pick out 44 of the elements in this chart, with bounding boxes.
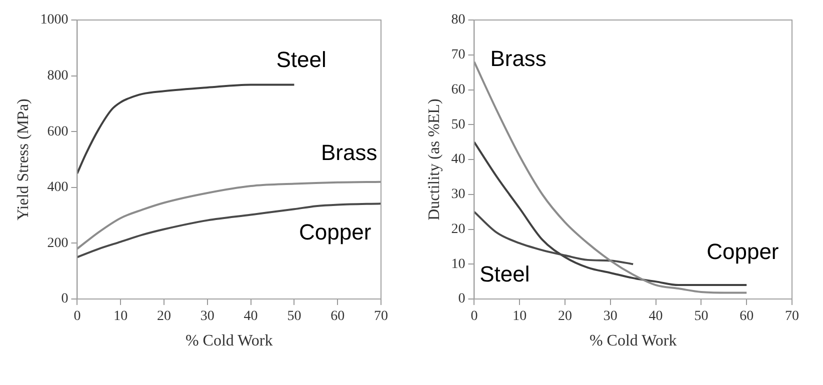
x-tick-label: 60 — [740, 309, 754, 324]
series-label: Brass — [490, 46, 546, 71]
y-tick-label: 20 — [451, 222, 466, 237]
line-series — [77, 180, 381, 250]
x-tick-label: 30 — [200, 309, 214, 324]
x-tick-label: 10 — [114, 309, 128, 324]
x-tick-label: 20 — [157, 309, 171, 324]
y-tick-label: 50 — [451, 117, 466, 132]
x-tick-label: 30 — [603, 309, 618, 324]
x-tick-label: 60 — [330, 309, 345, 324]
y-axis-title: Yield Stress (MPa) — [14, 98, 32, 220]
y-tick-label: 70 — [451, 48, 466, 63]
x-tick-label: 10 — [512, 309, 527, 324]
y-tick-label: 10 — [451, 256, 466, 272]
line-series — [77, 84, 296, 174]
x-tick-label: 70 — [374, 309, 388, 324]
x-tick-label: 50 — [694, 309, 708, 324]
y-tick-label: 800 — [47, 68, 68, 84]
y-tick-label: 60 — [451, 82, 466, 98]
y-tick-label: 1000 — [40, 12, 68, 28]
series-label: Copper — [706, 239, 779, 264]
y-tick-label: 0 — [458, 292, 466, 307]
line-series — [77, 202, 381, 258]
y-tick-label: 80 — [451, 12, 466, 28]
y-tick-label: 0 — [61, 292, 68, 307]
x-tick-label: 70 — [785, 309, 799, 324]
x-tick-label: 50 — [287, 309, 302, 324]
x-tick-label: 20 — [558, 309, 572, 324]
y-tick-label: 400 — [47, 180, 68, 196]
y-tick-label: 600 — [47, 124, 68, 140]
x-tick-label: 40 — [648, 309, 663, 324]
x-tick-label: 0 — [470, 309, 478, 324]
series-label: Steel — [480, 261, 530, 286]
y-tick-label: 30 — [451, 187, 466, 202]
y-axis-title: Ductility (as %EL) — [426, 98, 443, 220]
y-tick-label: 40 — [451, 152, 466, 168]
y-tick-label: 200 — [47, 236, 68, 251]
series-label: Copper — [299, 220, 372, 245]
series-label: Brass — [321, 140, 378, 165]
x-tick-label: 40 — [244, 309, 258, 324]
x-axis-title: % Cold Work — [589, 332, 677, 350]
x-axis-title: % Cold Work — [185, 332, 273, 350]
series-label: Steel — [276, 46, 326, 72]
x-tick-label: 0 — [74, 309, 81, 324]
